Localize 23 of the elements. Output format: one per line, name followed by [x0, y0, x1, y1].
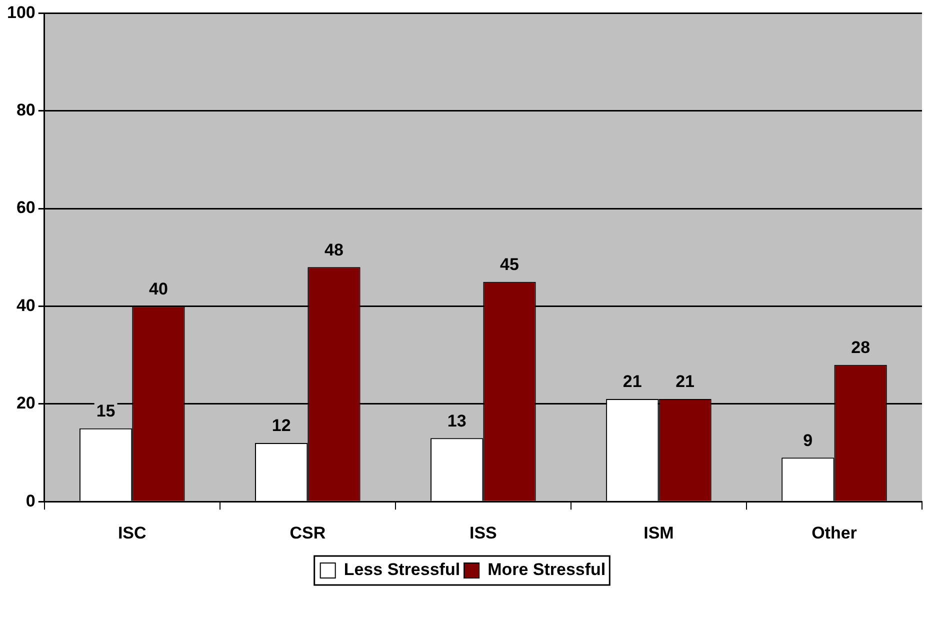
y-tick-label: 0 — [26, 491, 36, 510]
data-label: 48 — [324, 240, 344, 260]
data-label: 12 — [272, 416, 291, 436]
data-label: 9 — [803, 430, 813, 450]
data-label: 28 — [851, 338, 870, 358]
x-tick-label: Other — [812, 523, 858, 542]
x-tick-label: CSR — [290, 523, 326, 542]
x-tick-label: ISC — [118, 523, 146, 542]
y-tick-label: 40 — [16, 296, 36, 315]
y-tick-label: 60 — [16, 198, 36, 218]
legend-label: Less Stressful — [344, 560, 460, 580]
data-label: 21 — [622, 372, 642, 392]
data-label: 45 — [500, 255, 519, 274]
y-tick-label: 80 — [16, 100, 36, 120]
x-tick-label: ISS — [469, 523, 497, 542]
data-label: 15 — [96, 402, 116, 421]
y-tick-label: 20 — [16, 394, 36, 413]
data-label: 21 — [676, 372, 694, 392]
legend-label: More Stressful — [488, 560, 606, 580]
data-label: 40 — [148, 279, 168, 298]
x-tick-label: ISM — [644, 523, 674, 542]
y-tick-label: 100 — [6, 2, 36, 22]
data-label: 13 — [447, 411, 466, 430]
